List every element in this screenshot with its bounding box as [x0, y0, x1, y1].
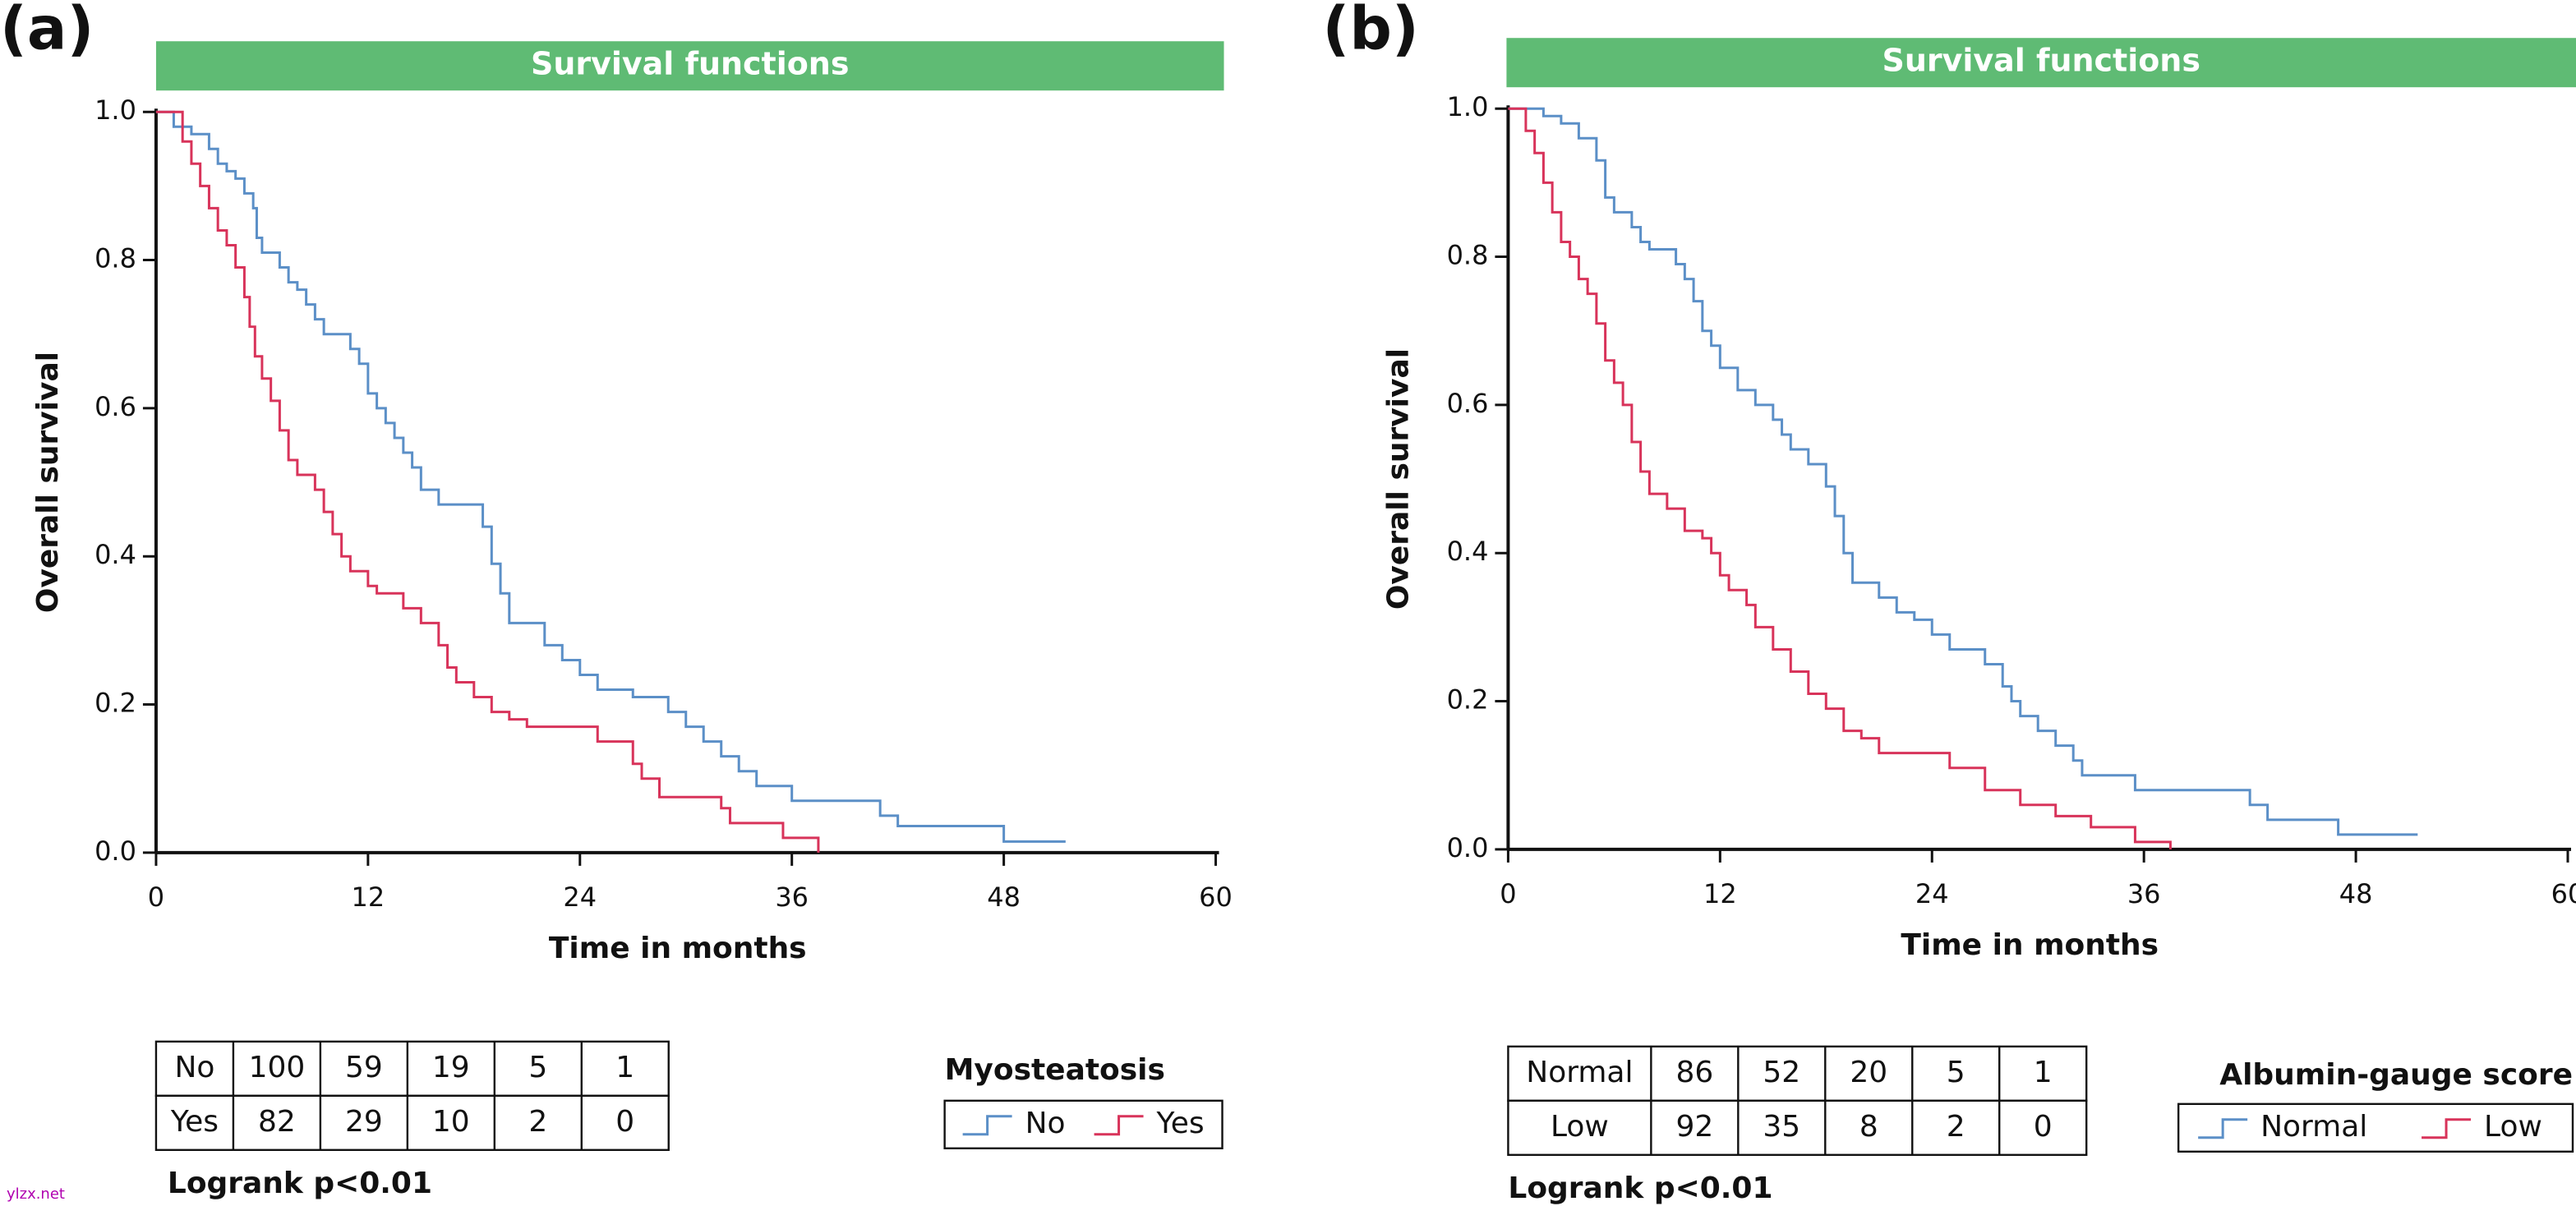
annotation: Logrank p<0.01 — [1508, 1171, 1772, 1205]
survival-curve — [155, 110, 820, 853]
table-cell: 59 — [345, 1051, 383, 1084]
table-cell: 5 — [528, 1051, 547, 1084]
table-cell: 0 — [615, 1105, 634, 1139]
y-tick-label: 0.0 — [1447, 832, 1489, 863]
legend-icon — [2422, 1118, 2472, 1139]
x-tick-label: 24 — [1915, 878, 1949, 909]
table-cell: 10 — [432, 1105, 470, 1139]
x-tick-label: 0 — [148, 881, 164, 913]
y-tick-label: 0.2 — [94, 688, 136, 719]
y-tick-label: 0.4 — [1447, 536, 1489, 567]
x-tick-label: 60 — [1199, 881, 1233, 913]
x-tick-label: 48 — [2339, 878, 2373, 909]
table-row — [154, 1094, 670, 1151]
x-axis-label: Time in months — [1901, 928, 2159, 962]
table-cell: 100 — [249, 1051, 306, 1084]
y-tick-label: 0.8 — [94, 243, 136, 274]
annotation: Logrank p<0.01 — [168, 1167, 432, 1200]
table-cell: 35 — [1763, 1110, 1800, 1144]
y-tick-label: 0.2 — [1447, 684, 1489, 716]
y-tick-label: 0.4 — [94, 539, 136, 570]
legend-icon — [962, 1115, 1012, 1136]
x-tick-label: 0 — [1500, 878, 1516, 909]
table-row-label: Low — [1551, 1110, 1609, 1144]
y-tick-label: 0.8 — [1447, 240, 1489, 271]
y-tick-label: 0.6 — [1447, 388, 1489, 419]
x-tick-label: 36 — [775, 881, 809, 913]
watermark: ylzx.net — [7, 1185, 65, 1203]
legend-label: No — [1025, 1107, 1066, 1140]
y-axis-label: Overall survival — [1381, 348, 1415, 610]
table-cell: 92 — [1675, 1110, 1713, 1144]
legend-box — [943, 1099, 1223, 1149]
title-banner — [1506, 38, 2576, 88]
legend-icon — [2198, 1118, 2248, 1139]
x-tick-label: 24 — [563, 881, 597, 913]
table-cell: 82 — [258, 1105, 296, 1139]
legend-title: Albumin-gauge score — [2219, 1058, 2573, 1092]
y-tick-label: 0.0 — [94, 835, 136, 867]
chart-title: Survival functions — [1882, 43, 2200, 79]
y-tick-label: 1.0 — [1447, 91, 1489, 122]
survival-curve — [1508, 107, 2172, 849]
legend-icon — [1094, 1115, 1144, 1136]
y-tick-label: 0.6 — [94, 391, 136, 422]
panel-label: (b) — [1322, 0, 1418, 63]
y-axis-label: Overall survival — [31, 352, 65, 613]
table-cell: 86 — [1675, 1056, 1713, 1089]
survival-curve — [155, 110, 1066, 843]
table-cell: 19 — [432, 1051, 470, 1084]
x-tick-label: 36 — [2127, 878, 2161, 909]
table-cell: 2 — [528, 1105, 547, 1139]
table-cell: 20 — [1850, 1056, 1887, 1089]
x-tick-label: 48 — [987, 881, 1021, 913]
table-cell: 1 — [615, 1051, 634, 1084]
table-row — [1507, 1099, 2088, 1156]
table-row-label: Normal — [1526, 1056, 1633, 1089]
table-cell: 29 — [345, 1105, 383, 1139]
table-row-label: No — [174, 1051, 214, 1084]
panel-label: (a) — [0, 0, 94, 63]
table-cell: 2 — [1947, 1110, 1965, 1144]
title-banner — [155, 41, 1224, 91]
table-row-label: Yes — [170, 1105, 219, 1139]
x-axis-label: Time in months — [549, 932, 807, 965]
legend-label: Low — [2484, 1110, 2542, 1144]
table-cell: 52 — [1763, 1056, 1800, 1089]
x-tick-label: 60 — [2551, 878, 2576, 909]
x-tick-label: 12 — [352, 881, 385, 913]
table-cell: 8 — [1859, 1110, 1878, 1144]
table-cell: 5 — [1947, 1056, 1965, 1089]
legend-title: Myosteatosis — [945, 1053, 1165, 1087]
survival-curve — [1508, 107, 2418, 836]
legend-label: Yes — [1156, 1107, 1205, 1140]
legend-label: Normal — [2260, 1110, 2367, 1144]
x-tick-label: 12 — [1703, 878, 1737, 909]
table-cell: 0 — [2034, 1110, 2053, 1144]
y-tick-label: 1.0 — [94, 94, 136, 126]
chart-title: Survival functions — [531, 46, 849, 82]
legend-box — [2177, 1102, 2574, 1153]
table-cell: 1 — [2034, 1056, 2053, 1089]
